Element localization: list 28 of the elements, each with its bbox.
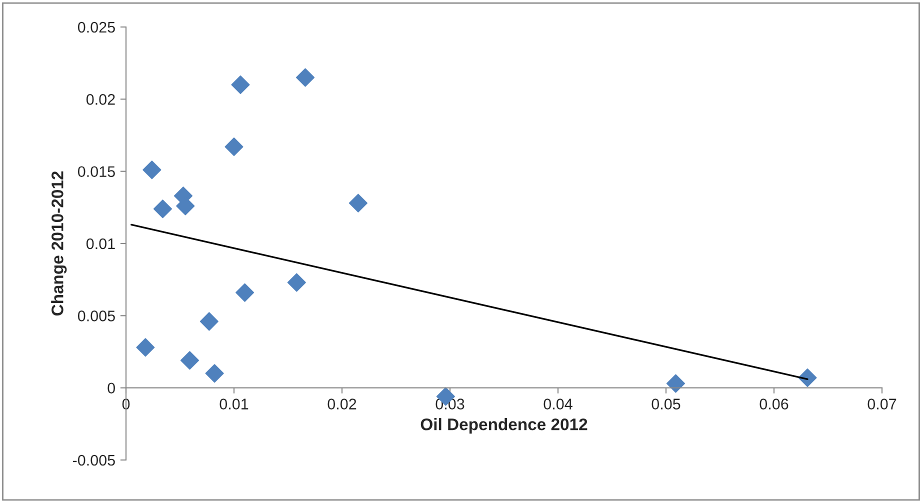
point (136, 338, 155, 357)
point (348, 194, 368, 212)
x-tick-label: 0.01 (220, 398, 248, 410)
point (296, 68, 315, 87)
y-axis-title: Change 2010-2012 (51, 171, 67, 316)
y-tick-label: 0.005 (78, 310, 115, 322)
point (205, 364, 224, 383)
x-tick-label: 0.05 (652, 398, 680, 410)
point (142, 160, 162, 180)
x-tick-label: 0.06 (760, 398, 788, 410)
y-tick-label: 0.02 (86, 94, 115, 105)
point (153, 200, 172, 218)
x-tick-label: 0.07 (868, 398, 896, 410)
x-axis-title: Oil Dependence 2012 (420, 418, 588, 434)
x-tick-label: 0.02 (328, 398, 356, 410)
point (231, 75, 250, 94)
y-tick-label: 0.015 (78, 166, 115, 178)
y-tick-label: 0 (108, 382, 115, 394)
point (224, 138, 244, 156)
point (666, 374, 686, 393)
point (287, 273, 306, 292)
x-tick-label: 0.04 (544, 398, 572, 410)
y-tick-label: -0.005 (72, 454, 115, 466)
point (200, 312, 218, 331)
y-tick-label: 0.025 (78, 22, 115, 33)
point (236, 283, 254, 302)
y-tick-label: 0.01 (86, 238, 115, 250)
point (180, 351, 200, 370)
